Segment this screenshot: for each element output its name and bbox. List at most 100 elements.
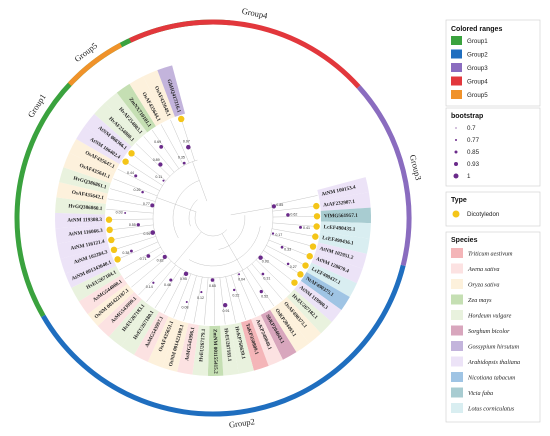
dicotyledon-marker (105, 216, 113, 223)
tip-branch (122, 159, 163, 186)
group-arc (129, 19, 361, 89)
internal-branch (156, 197, 197, 213)
bootstrap-label: 0.44 (127, 171, 134, 175)
legend-species-swatch (451, 403, 463, 413)
legend-species-swatch (451, 294, 463, 305)
legend-range-label: Group5 (467, 92, 488, 99)
legend-species-label: Gossypium hirsutum (468, 344, 520, 351)
bootstrap-dot (200, 291, 203, 294)
tip-branch (193, 276, 203, 324)
bootstrap-label: 0.11 (155, 175, 162, 179)
leaf-label: LcEF490435.1 (323, 224, 356, 233)
legend-range-swatch (451, 76, 462, 86)
leaf-band (317, 177, 369, 201)
bootstrap-dot (150, 203, 155, 208)
tip-branch (135, 143, 171, 177)
leaf-band (143, 70, 175, 122)
leaf-band (320, 207, 371, 224)
legend-ranges-title: Colored ranges (451, 26, 502, 33)
species-color-bands (55, 65, 371, 376)
legend-species: Species Triticum aestivum Avena sativa Ory… (445, 231, 541, 423)
leaf-band (71, 265, 122, 302)
tip-branch (107, 198, 155, 208)
legend-type-marker (452, 210, 460, 218)
bootstrap-label: 0.04 (238, 278, 245, 282)
leaf-band (76, 125, 126, 164)
bootstrap-dot (299, 225, 302, 229)
dicotyledon-marker (108, 236, 115, 244)
leaf-band (162, 320, 189, 372)
bootstrap-label: 0.99 (143, 232, 150, 236)
tip-branch (106, 218, 154, 220)
leaf-label: AtAF232907.1 (323, 199, 356, 209)
internal-branch-arc (188, 226, 261, 267)
dicotyledon-marker (106, 226, 113, 234)
internal-branch-arc (218, 215, 246, 250)
bootstrap-dot (271, 204, 276, 209)
bootstrap-label: 0.65 (209, 284, 216, 288)
tip-branch (272, 216, 320, 218)
dicotyledon-marker (114, 256, 121, 263)
dicotyledon-marker (312, 233, 319, 240)
legend-species-swatch (451, 387, 463, 398)
leaf-band (116, 83, 156, 133)
leaf-band (59, 167, 111, 194)
dicotyledon-marker (313, 223, 320, 230)
leaf-band (104, 92, 148, 140)
dicotyledon-marker (297, 271, 304, 278)
legend-species-label: Avena sativa (467, 266, 499, 273)
bootstrap-label: 0.31 (263, 276, 270, 280)
leaf-band (84, 113, 132, 156)
bootstrap-label: 0.71 (140, 257, 147, 261)
internal-branch-arc (152, 159, 274, 279)
bootstrap-dot (150, 230, 156, 235)
internal-branch-arc (188, 199, 198, 227)
leaf-band (55, 212, 106, 229)
tip-branch (124, 251, 164, 280)
leaf-band (65, 256, 117, 288)
bootstrap-dot (169, 278, 173, 282)
tip-branch (271, 228, 319, 238)
legend-bootstrap-dot (454, 162, 458, 166)
bootstrap-label: 0.41 (303, 226, 310, 230)
bootstrap-dot (134, 174, 138, 178)
bootstrap-label: 0.55 (129, 223, 136, 227)
legend-bootstrap-label: 0.85 (467, 149, 480, 156)
bootstrap-dot (259, 289, 263, 294)
bootstrap-dot (258, 255, 263, 260)
legend-bootstrap-title: bootstrap (451, 113, 483, 120)
legend-colored-ranges: Colored ranges Group1 Group2 Group3 Group4 G… (445, 19, 541, 107)
tip-branch (246, 267, 275, 307)
legend-range-label: Group3 (467, 65, 488, 72)
bootstrap-label: 0.97 (183, 139, 190, 143)
internal-branch (192, 161, 208, 202)
tip-branch (151, 129, 180, 169)
legend-species-label: Vicia faba (468, 390, 493, 397)
leaf-band (251, 314, 283, 366)
legend-range-label: Group4 (467, 79, 488, 86)
internal-branch (174, 231, 202, 265)
legend-bootstrap-label: 1 (467, 173, 471, 180)
tip-branch (225, 276, 236, 323)
dicotyledon-marker (309, 243, 317, 250)
tip-branch (170, 119, 190, 164)
leaf-band (63, 152, 115, 184)
bootstrap-dot (152, 281, 155, 284)
leaf-band (177, 323, 199, 375)
tip-branch (268, 239, 313, 258)
bootstrap-label: 0.69 (154, 140, 161, 144)
bootstrap-dot (162, 179, 165, 182)
legend-species-label: Arabidopsis thaliana (467, 359, 520, 366)
legend-bootstrap-label: 0.93 (467, 161, 480, 168)
tip-branch (173, 273, 192, 318)
legend-bootstrap-label: 0.77 (467, 137, 480, 144)
leaf-band (311, 252, 363, 284)
dicotyledon-marker (313, 213, 321, 220)
tree-branches (106, 116, 320, 325)
leaf-band (286, 289, 332, 334)
leaf-band (157, 65, 186, 117)
leaf-band (278, 296, 322, 344)
leaf-band (220, 324, 239, 376)
bootstrap-dot (124, 212, 127, 214)
